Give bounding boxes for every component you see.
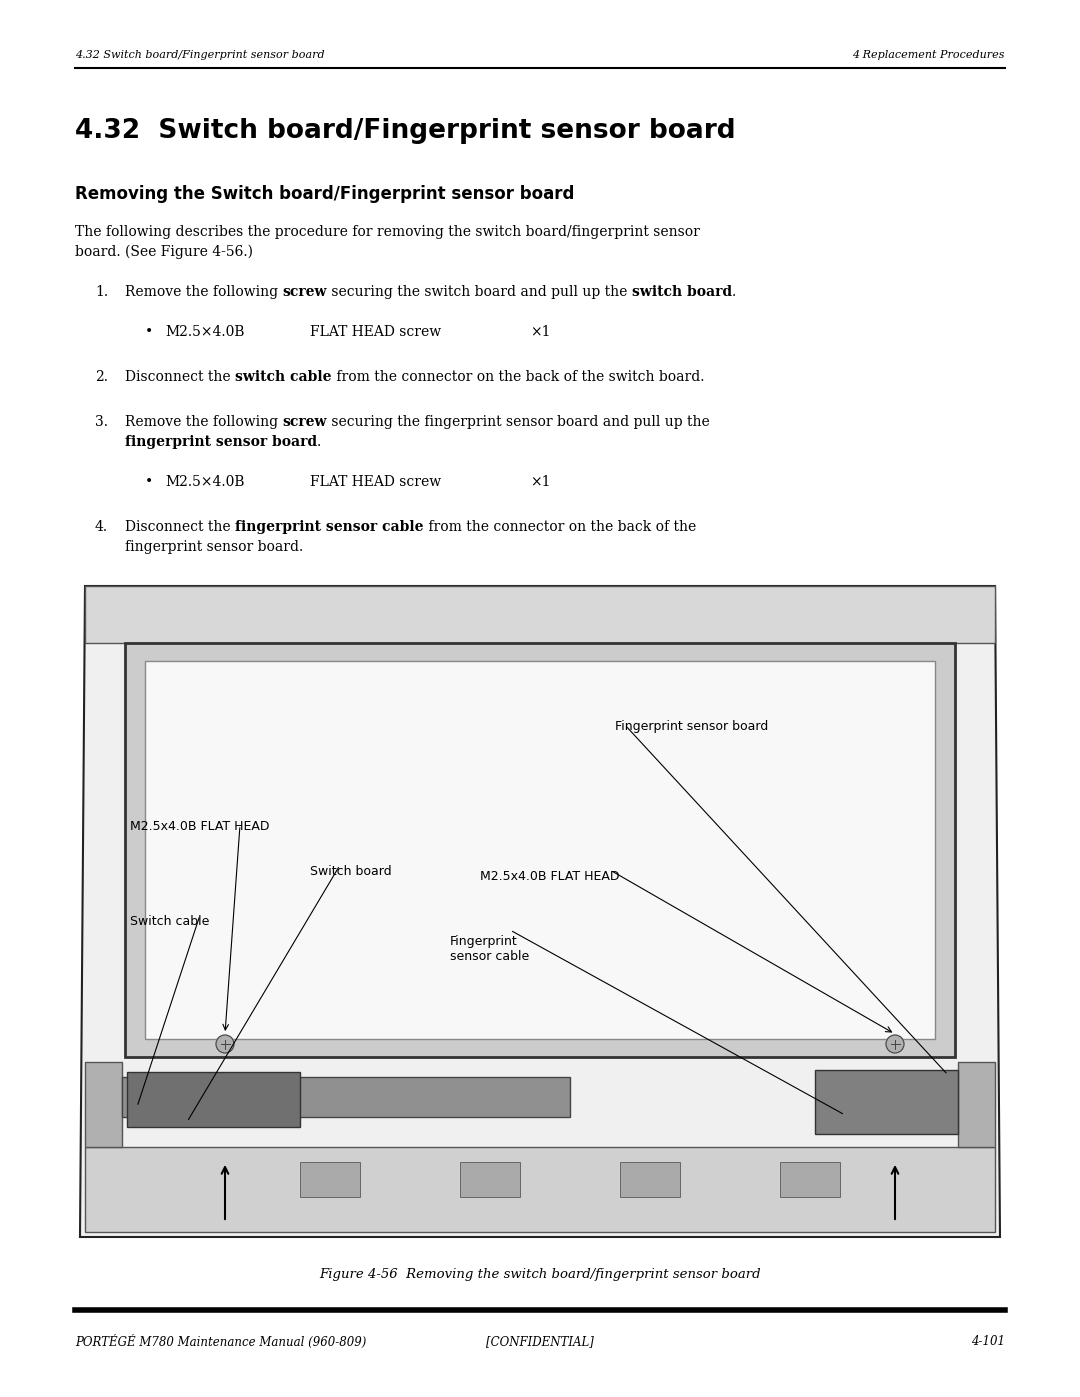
Text: switch cable: switch cable (235, 370, 332, 384)
Text: M2.5x4.0B FLAT HEAD: M2.5x4.0B FLAT HEAD (480, 870, 620, 883)
Text: from the connector on the back of the switch board.: from the connector on the back of the sw… (332, 370, 704, 384)
Text: securing the switch board and pull up the: securing the switch board and pull up th… (327, 285, 632, 299)
Text: switch board: switch board (632, 285, 732, 299)
Text: M2.5×4.0B: M2.5×4.0B (165, 475, 244, 489)
Text: fingerprint sensor board.: fingerprint sensor board. (125, 541, 303, 555)
Text: 4.: 4. (95, 520, 108, 534)
Bar (145, 661, 935, 1039)
Text: M2.5×4.0B: M2.5×4.0B (165, 326, 244, 339)
Text: fingerprint sensor board: fingerprint sensor board (125, 434, 318, 448)
Text: Switch cable: Switch cable (130, 915, 210, 928)
Text: Disconnect the: Disconnect the (125, 370, 235, 384)
Circle shape (216, 1035, 234, 1053)
Text: board. (See Figure 4-56.): board. (See Figure 4-56.) (75, 244, 253, 260)
Text: Removing the Switch board/Fingerprint sensor board: Removing the Switch board/Fingerprint se… (75, 184, 575, 203)
Text: The following describes the procedure for removing the switch board/fingerprint : The following describes the procedure fo… (75, 225, 700, 239)
Bar (815, 1070, 958, 1134)
Text: M2.5x4.0B FLAT HEAD: M2.5x4.0B FLAT HEAD (130, 820, 270, 833)
Polygon shape (80, 585, 1000, 1236)
Text: •: • (145, 326, 153, 339)
Text: 4-101: 4-101 (971, 1336, 1005, 1348)
Text: ×1: ×1 (530, 475, 551, 489)
Text: Fingerprint
sensor cable: Fingerprint sensor cable (450, 935, 529, 963)
Text: [CONFIDENTIAL]: [CONFIDENTIAL] (486, 1336, 594, 1348)
Bar (85, 585, 995, 643)
Bar (122, 1077, 570, 1118)
Text: 4.32 Switch board/Fingerprint sensor board: 4.32 Switch board/Fingerprint sensor boa… (75, 50, 325, 60)
Bar (780, 1162, 840, 1197)
Bar (85, 1147, 995, 1232)
Text: .: . (318, 434, 322, 448)
Bar (127, 1071, 300, 1127)
Text: screw: screw (283, 285, 327, 299)
Text: •: • (145, 475, 153, 489)
Text: .: . (732, 285, 737, 299)
Circle shape (886, 1035, 904, 1053)
Text: Remove the following: Remove the following (125, 285, 283, 299)
Text: screw: screw (283, 415, 327, 429)
Text: Figure 4-56  Removing the switch board/fingerprint sensor board: Figure 4-56 Removing the switch board/fi… (320, 1268, 760, 1281)
Bar (460, 1162, 519, 1197)
Text: Remove the following: Remove the following (125, 415, 283, 429)
Text: Fingerprint sensor board: Fingerprint sensor board (615, 719, 768, 733)
Text: 4 Replacement Procedures: 4 Replacement Procedures (852, 50, 1005, 60)
Bar (300, 1162, 360, 1197)
Text: 2.: 2. (95, 370, 108, 384)
Text: FLAT HEAD screw: FLAT HEAD screw (310, 475, 441, 489)
Text: from the connector on the back of the: from the connector on the back of the (423, 520, 696, 534)
Text: 1.: 1. (95, 285, 108, 299)
Text: 3.: 3. (95, 415, 108, 429)
Text: securing the fingerprint sensor board and pull up the: securing the fingerprint sensor board an… (327, 415, 710, 429)
Text: 4.32  Switch board/Fingerprint sensor board: 4.32 Switch board/Fingerprint sensor boa… (75, 117, 735, 144)
Bar (125, 643, 955, 1058)
Text: PORTÉGÉ M780 Maintenance Manual (960-809): PORTÉGÉ M780 Maintenance Manual (960-809… (75, 1336, 366, 1350)
Text: ×1: ×1 (530, 326, 551, 339)
Text: Disconnect the: Disconnect the (125, 520, 235, 534)
Text: fingerprint sensor cable: fingerprint sensor cable (235, 520, 423, 534)
Bar (958, 1062, 995, 1147)
Bar (85, 1062, 122, 1147)
Text: Switch board: Switch board (310, 865, 392, 877)
Text: FLAT HEAD screw: FLAT HEAD screw (310, 326, 441, 339)
Bar (620, 1162, 680, 1197)
